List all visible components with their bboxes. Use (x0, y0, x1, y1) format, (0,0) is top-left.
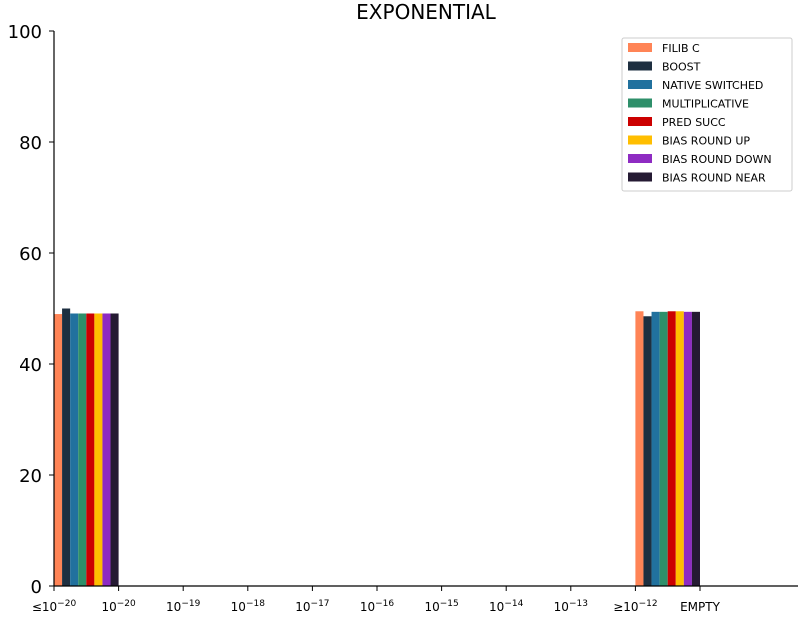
y-tick-label: 0 (31, 577, 42, 598)
bar (86, 313, 95, 586)
bar (70, 313, 79, 586)
chart-title: EXPONENTIAL (356, 0, 496, 24)
legend-label: MULTIPLICATIVE (662, 98, 749, 111)
x-tick-label: 10−16 (360, 599, 395, 614)
legend-swatch (628, 135, 652, 145)
x-tick-label: 10−15 (424, 599, 458, 614)
bars-layer (54, 308, 700, 586)
bar (94, 313, 103, 586)
legend-label: BIAS ROUND DOWN (662, 153, 772, 166)
y-tick-label: 60 (19, 244, 42, 265)
bar (635, 311, 644, 586)
x-tick-label: ≥10−12 (613, 599, 657, 614)
legend-label: BIAS ROUND UP (662, 135, 750, 148)
bar (54, 314, 63, 586)
y-ticks: 0 20 40 60 80 100 (8, 22, 54, 598)
y-tick-label: 80 (19, 133, 42, 154)
x-ticks: ≤10−20 10−20 10−19 10−18 10−17 10−16 10−15 10−1… (32, 586, 721, 614)
bar (78, 313, 87, 586)
bar (102, 313, 111, 586)
bar (683, 311, 692, 586)
bar (643, 316, 652, 586)
legend-label: BOOST (662, 61, 701, 74)
legend-swatch (628, 117, 652, 126)
y-tick-label: 100 (8, 22, 42, 43)
axes (53, 31, 798, 587)
legend-label: NATIVE SWITCHED (662, 79, 763, 92)
legend-swatch (628, 154, 652, 163)
bar (651, 311, 660, 586)
legend-box (621, 37, 793, 192)
legend-swatch (628, 61, 652, 71)
bar (691, 311, 700, 586)
x-tick-label: 10−14 (489, 599, 524, 614)
legend: FILIB C BOOST NATIVE SWITCHED MULTIPLICATIV… (621, 37, 793, 192)
x-tick-label: 10−13 (554, 599, 588, 614)
legend-swatch (628, 43, 652, 52)
x-tick-label: 10−20 (101, 599, 136, 614)
bar (659, 311, 668, 586)
x-tick-label: 10−17 (295, 599, 329, 614)
bar (110, 313, 119, 586)
legend-label: PRED SUCC (662, 116, 726, 129)
bar (62, 308, 71, 586)
bar (675, 311, 684, 586)
legend-label: BIAS ROUND NEAR (662, 172, 766, 185)
legend-swatch (628, 80, 652, 89)
legend-swatch (628, 172, 652, 182)
y-tick-label: 40 (19, 355, 42, 376)
legend-label: FILIB C (662, 42, 700, 55)
x-tick-label: EMPTY (680, 600, 721, 614)
bar (667, 311, 676, 586)
x-tick-label: ≤10−20 (32, 599, 77, 614)
legend-swatch (628, 98, 652, 108)
x-tick-label: 10−19 (166, 599, 201, 614)
x-tick-label: 10−18 (231, 599, 266, 614)
y-tick-label: 20 (19, 466, 42, 487)
